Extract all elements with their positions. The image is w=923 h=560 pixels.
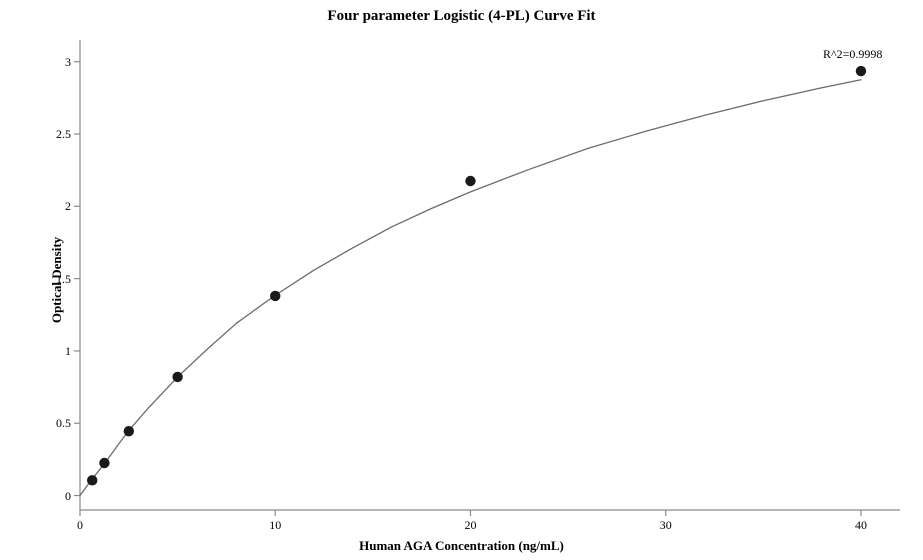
x-tick-label: 10 xyxy=(255,518,295,533)
data-point xyxy=(465,176,475,186)
chart-container: Four parameter Logistic (4-PL) Curve Fit… xyxy=(0,0,923,560)
x-tick-label: 20 xyxy=(450,518,490,533)
data-point xyxy=(172,372,182,382)
y-tick-label: 2.5 xyxy=(56,127,71,142)
x-tick-label: 40 xyxy=(841,518,881,533)
plot-svg xyxy=(0,0,923,560)
data-point xyxy=(124,426,134,436)
data-point xyxy=(270,291,280,301)
r-squared-annotation: R^2=0.9998 xyxy=(823,47,882,62)
y-tick-label: 3 xyxy=(65,55,71,70)
data-point xyxy=(87,475,97,485)
y-tick-label: 1 xyxy=(65,344,71,359)
data-point xyxy=(99,458,109,468)
y-tick-label: 2 xyxy=(65,199,71,214)
data-point xyxy=(856,66,866,76)
y-tick-label: 0 xyxy=(65,489,71,504)
y-tick-label: 0.5 xyxy=(56,416,71,431)
fit-curve xyxy=(80,80,861,496)
y-tick-label: 1.5 xyxy=(56,272,71,287)
x-tick-label: 0 xyxy=(60,518,100,533)
x-tick-label: 30 xyxy=(646,518,686,533)
